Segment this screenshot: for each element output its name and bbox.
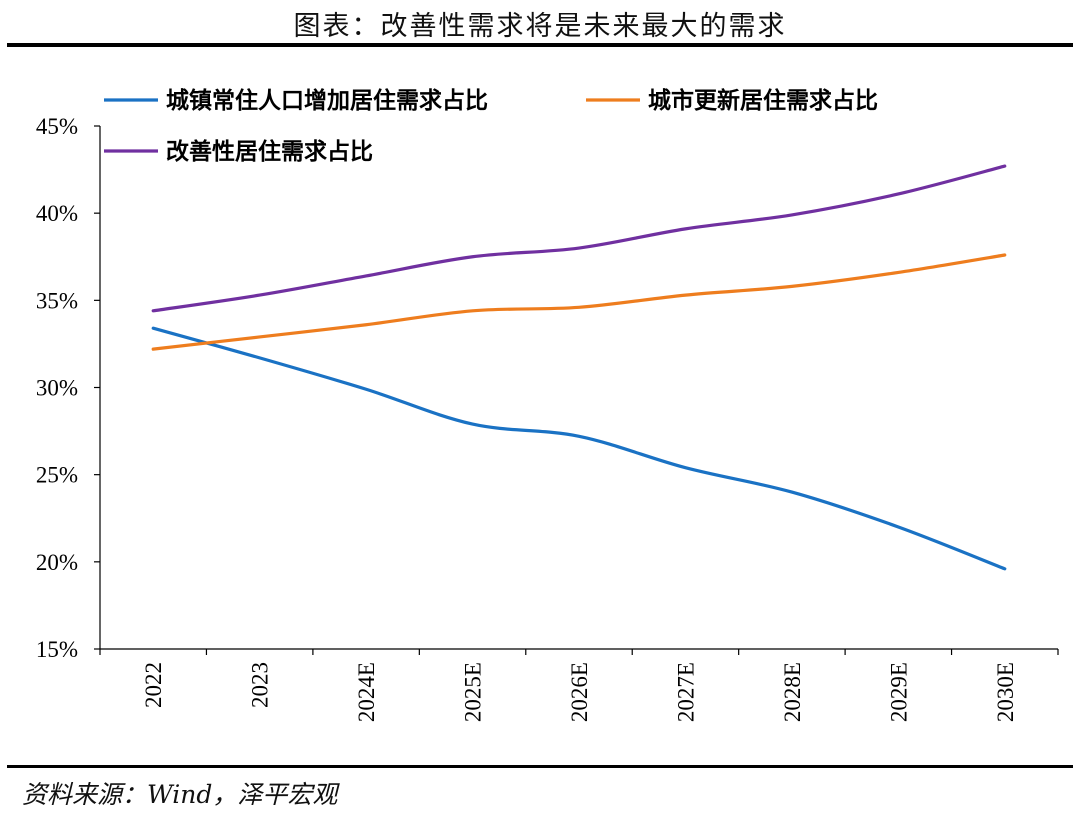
y-tick-label: 40%	[36, 201, 78, 226]
x-tick-label: 2023	[248, 662, 273, 708]
series-line-1	[151, 326, 1007, 571]
x-tick-label: 2022	[141, 662, 166, 708]
x-tick-label: 2029E	[886, 662, 911, 722]
chart-title: 图表：改善性需求将是未来最大的需求	[293, 11, 787, 42]
series-line-3	[151, 164, 1007, 313]
source-note: 资料来源：Wind，泽平宏观	[22, 780, 338, 809]
x-tick-label: 2028E	[780, 662, 805, 722]
y-tick-label: 35%	[36, 288, 78, 313]
x-tick-label: 2030E	[993, 662, 1018, 722]
legend-label-3: 改善性居住需求占比	[166, 138, 373, 165]
y-tick-label: 25%	[36, 463, 78, 488]
x-tick-label: 2027E	[673, 662, 698, 722]
legend-label-2: 城市更新居住需求占比	[648, 87, 878, 114]
series-line-2	[151, 253, 1007, 351]
y-tick-label: 30%	[36, 376, 78, 401]
x-tick-label: 2025E	[461, 662, 486, 722]
x-tick-label: 2026E	[567, 662, 592, 722]
x-tick-label: 2024E	[354, 662, 379, 722]
y-tick-label: 45%	[36, 114, 78, 139]
legend-label-1: 城镇常住人口增加居住需求占比	[166, 87, 488, 114]
top-rule	[7, 43, 1073, 47]
bottom-rule	[7, 765, 1073, 768]
y-tick-label: 20%	[36, 550, 78, 575]
y-tick-label: 15%	[36, 637, 78, 662]
